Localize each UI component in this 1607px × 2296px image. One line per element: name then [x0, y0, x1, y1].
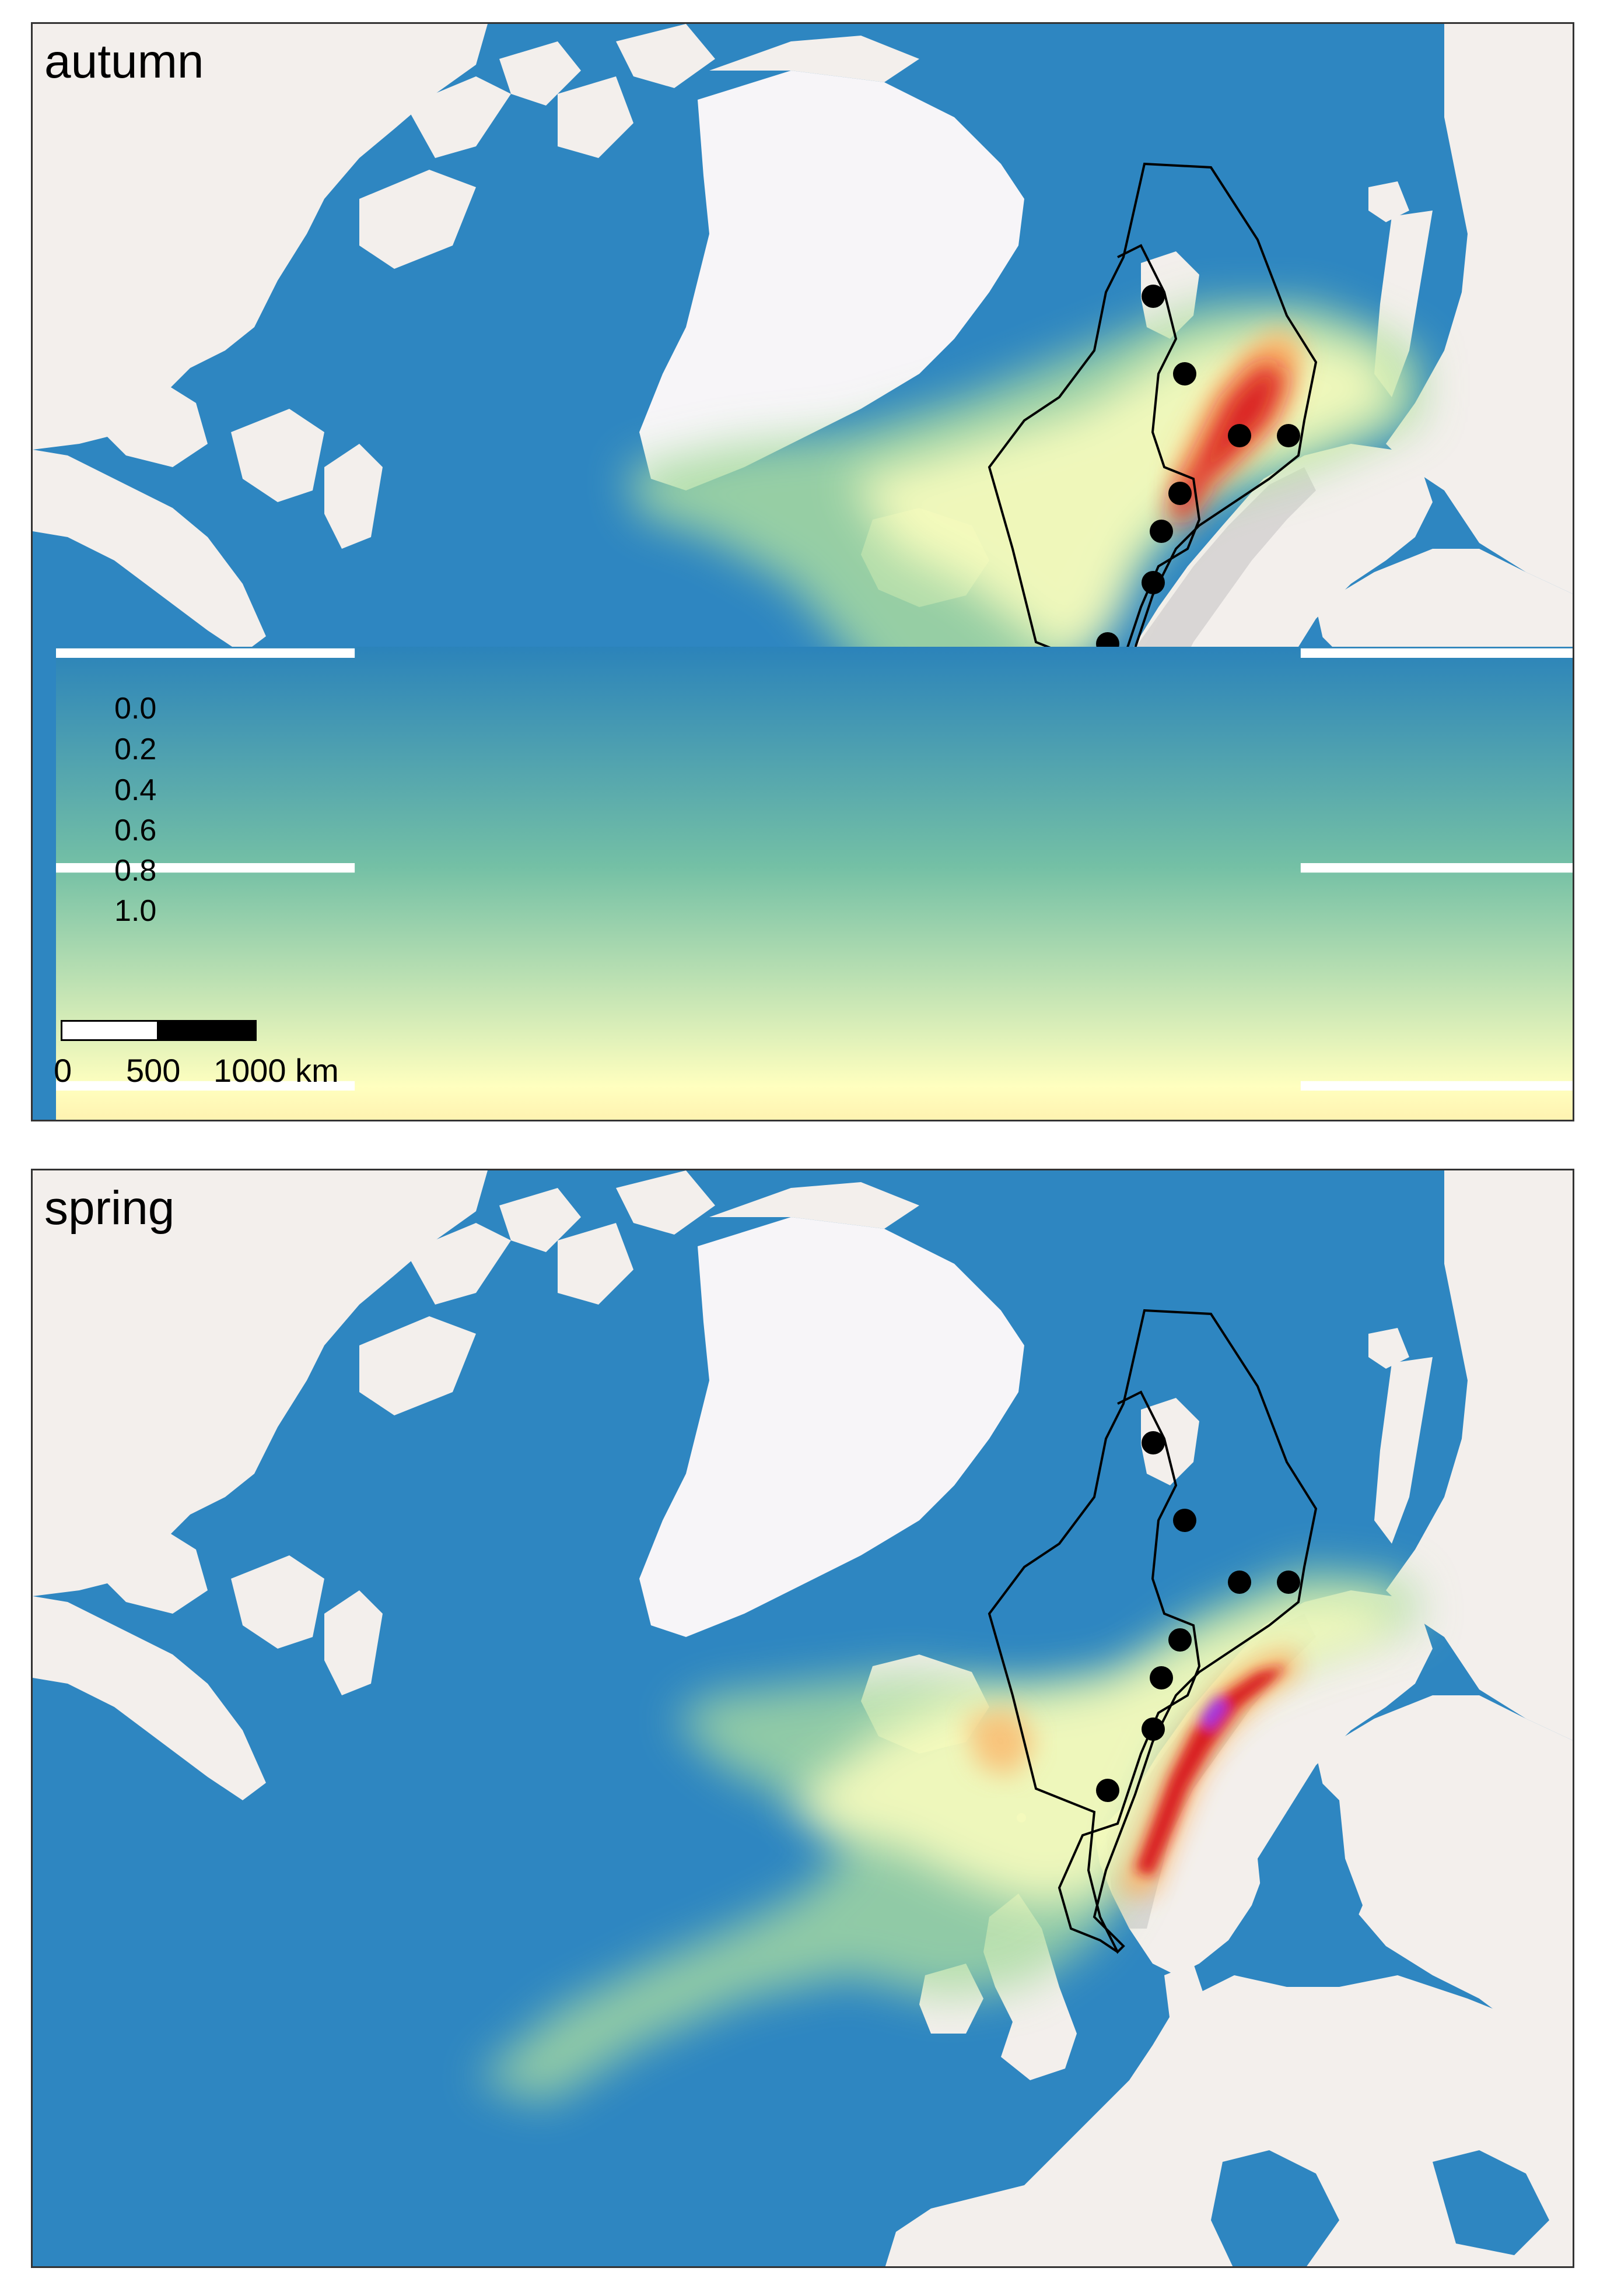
legend-tick: 0.6	[114, 814, 157, 847]
panel-label: autumn	[44, 35, 204, 88]
scale-label-0: 0	[54, 1052, 72, 1089]
legend-tick: 0.4	[114, 773, 157, 807]
scale-bar-white-segment	[61, 1020, 159, 1041]
legend-tick: 0.0	[114, 692, 157, 725]
panel-label: spring	[44, 1182, 175, 1235]
scale-bar-black-segment	[159, 1020, 257, 1041]
map-panel-spring: spring	[31, 1169, 1574, 2268]
legend-tick: 1.0	[114, 894, 157, 928]
scale-bar: 0 500 1000 km	[54, 1020, 376, 1113]
map-spring	[33, 1170, 1573, 2266]
importance-legend: importance 0.0 0.2 0.4 0.6 0.8 1.0	[56, 647, 1573, 1120]
legend-tick: 0.2	[114, 732, 157, 766]
map-panel-autumn: autumn importance 0.0 0.2 0.4 0.6 0.8 1.…	[31, 22, 1574, 1121]
scale-label-500: 500	[126, 1052, 181, 1089]
scale-label-1000: 1000 km	[213, 1052, 339, 1089]
map-autumn	[33, 24, 1573, 1120]
legend-colorbar	[56, 647, 1573, 1120]
legend-tick: 0.8	[114, 854, 157, 888]
